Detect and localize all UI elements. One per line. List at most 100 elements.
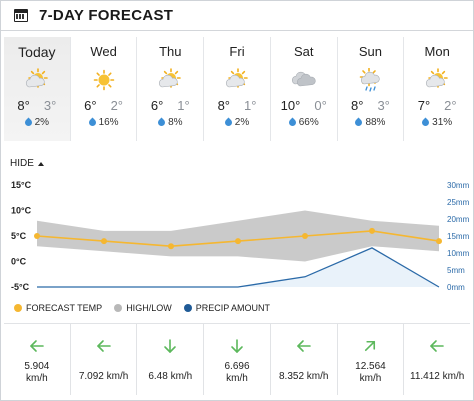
wind-speed-value: 11.412 km/h	[410, 371, 465, 382]
day-column-mon[interactable]: Mon 7° 2° 31%	[404, 37, 470, 141]
legend-label: HIGH/LOW	[126, 303, 172, 313]
high-temp: 8°	[217, 98, 231, 113]
raindrop-icon	[223, 117, 234, 128]
wind-cell[interactable]: 8.352 km/h	[271, 324, 338, 395]
raindrop-icon	[87, 117, 98, 128]
forecast-temp-point[interactable]	[168, 243, 174, 250]
wind-speed: 8.352 km/h	[271, 371, 337, 383]
legend-swatch	[14, 304, 22, 312]
arrow-down-icon	[231, 339, 243, 353]
wind-speed-unit: km/h	[226, 373, 248, 384]
caret-up-icon	[37, 161, 44, 166]
wind-cell[interactable]: 6.48 km/h	[137, 324, 205, 395]
legend-label: PRECIP AMOUNT	[195, 303, 271, 313]
partly-sunny-icon	[25, 68, 48, 88]
day-column-sat[interactable]: Sat 10° 0° 66%	[271, 37, 338, 141]
day-column-today[interactable]: Today 8° 3° 2%	[4, 37, 71, 141]
day-name: Mon	[424, 44, 450, 59]
legend-item: PRECIP AMOUNT	[183, 303, 271, 313]
widget-title: 7-DAY FORECAST	[39, 7, 174, 24]
precip-value: 2%	[234, 117, 250, 128]
precip-line	[37, 247, 440, 288]
forecast-temp-point[interactable]	[101, 238, 107, 245]
wind-cell[interactable]: 7.092 km/h	[71, 324, 138, 395]
partly-sunny-icon	[225, 68, 248, 88]
legend-item: FORECAST TEMP	[14, 303, 102, 313]
low-temp: 1°	[177, 98, 190, 113]
arrow-left-icon	[430, 340, 444, 352]
wind-cell[interactable]: 11.412 km/h	[404, 324, 470, 395]
wind-cell[interactable]: 12.564 km/h	[338, 324, 405, 395]
forecast-temp-point[interactable]	[302, 233, 308, 239]
precip-chance: 2%	[4, 117, 70, 128]
arrow-left-icon	[296, 340, 311, 352]
y-right-tick: 20mm	[447, 215, 470, 224]
high-temp: 6°	[150, 98, 164, 113]
precip-area	[37, 247, 439, 287]
precip-chance: 66%	[271, 117, 337, 128]
wind-cell[interactable]: 5.904 km/h	[4, 324, 71, 395]
forecast-temp-point[interactable]	[436, 238, 442, 245]
arrow-up-right-icon	[365, 340, 376, 352]
wind-speed-value: 6.696	[224, 361, 250, 372]
precip-value: 8%	[168, 117, 183, 128]
forecast-temp-point[interactable]	[235, 238, 241, 245]
wind-speed: 5.904 km/h	[4, 361, 70, 385]
raindrop-icon	[23, 117, 34, 128]
raindrop-icon	[420, 117, 431, 128]
wind-speed-value: 7.092 km/h	[78, 371, 129, 382]
y-right-tick: 5mm	[447, 266, 465, 275]
forecast-chart: 15°C 10°C 5°C 0°C -5°C 30mm 25mm 20mm 15mm 10mm 5m…	[11, 180, 470, 292]
low-temp: 3°	[377, 98, 390, 113]
precip-value: 16%	[98, 117, 119, 128]
low-temp: 1°	[244, 98, 257, 113]
arrow-left-icon	[96, 340, 111, 352]
hide-chart-toggle[interactable]: HIDE	[10, 158, 44, 169]
y-right-tick: 25mm	[447, 198, 470, 207]
y-right-tick: 0mm	[447, 283, 465, 292]
legend-item: HIGH/LOW	[114, 303, 172, 313]
high-temp: 10°	[280, 98, 301, 113]
day-column-sun[interactable]: Sun 8° 3° 88%	[338, 37, 405, 141]
high-low-band	[37, 210, 439, 262]
y-left-tick: 15°C	[11, 180, 32, 190]
legend-swatch	[114, 304, 123, 312]
forecast-temp-point[interactable]	[369, 227, 375, 234]
wind-cell[interactable]: 6.696 km/h	[204, 324, 271, 395]
precip-value: 88%	[365, 117, 386, 128]
temperature-pair: 10° 0°	[271, 98, 337, 113]
wind-speed: 6.48 km/h	[137, 371, 203, 383]
day-column-wed[interactable]: Wed 6° 2° 16%	[71, 37, 138, 141]
high-temp: 7°	[417, 98, 431, 113]
precip-chance: 16%	[71, 117, 137, 128]
forecast-temp-point[interactable]	[34, 233, 40, 239]
precip-value: 2%	[34, 117, 50, 128]
precip-chance: 88%	[338, 117, 404, 128]
wind-speed: 12.564 km/h	[338, 361, 404, 385]
y-right-tick: 30mm	[447, 181, 470, 190]
cloudy-icon	[291, 71, 316, 87]
low-temp: 2°	[444, 98, 457, 113]
day-name: Fri	[229, 44, 245, 59]
widget-header: 7-DAY FORECAST	[1, 1, 473, 31]
precip-chance: 31%	[404, 117, 470, 128]
y-right-tick: 10mm	[447, 249, 470, 258]
legend-swatch	[183, 304, 192, 312]
raindrop-icon	[353, 117, 364, 128]
day-name: Thu	[159, 44, 182, 59]
wind-speed-value: 8.352 km/h	[278, 371, 329, 382]
low-temp: 0°	[314, 98, 327, 113]
wind-speed: 11.412 km/h	[404, 371, 470, 383]
high-temp: 8°	[17, 98, 30, 113]
low-temp: 2°	[110, 98, 124, 113]
sunny-icon	[93, 69, 114, 91]
calendar-icon	[14, 9, 28, 22]
legend-label: FORECAST TEMP	[26, 303, 103, 313]
precip-value: 66%	[298, 117, 319, 128]
temperature-pair: 6° 1°	[137, 98, 203, 113]
partly-sunny-icon	[159, 68, 182, 88]
day-column-fri[interactable]: Fri 8° 1° 2%	[204, 37, 271, 141]
wind-speed-unit: km/h	[359, 373, 382, 384]
temperature-pair: 6° 2°	[71, 98, 137, 113]
day-column-thu[interactable]: Thu 6° 1° 8%	[137, 37, 205, 141]
